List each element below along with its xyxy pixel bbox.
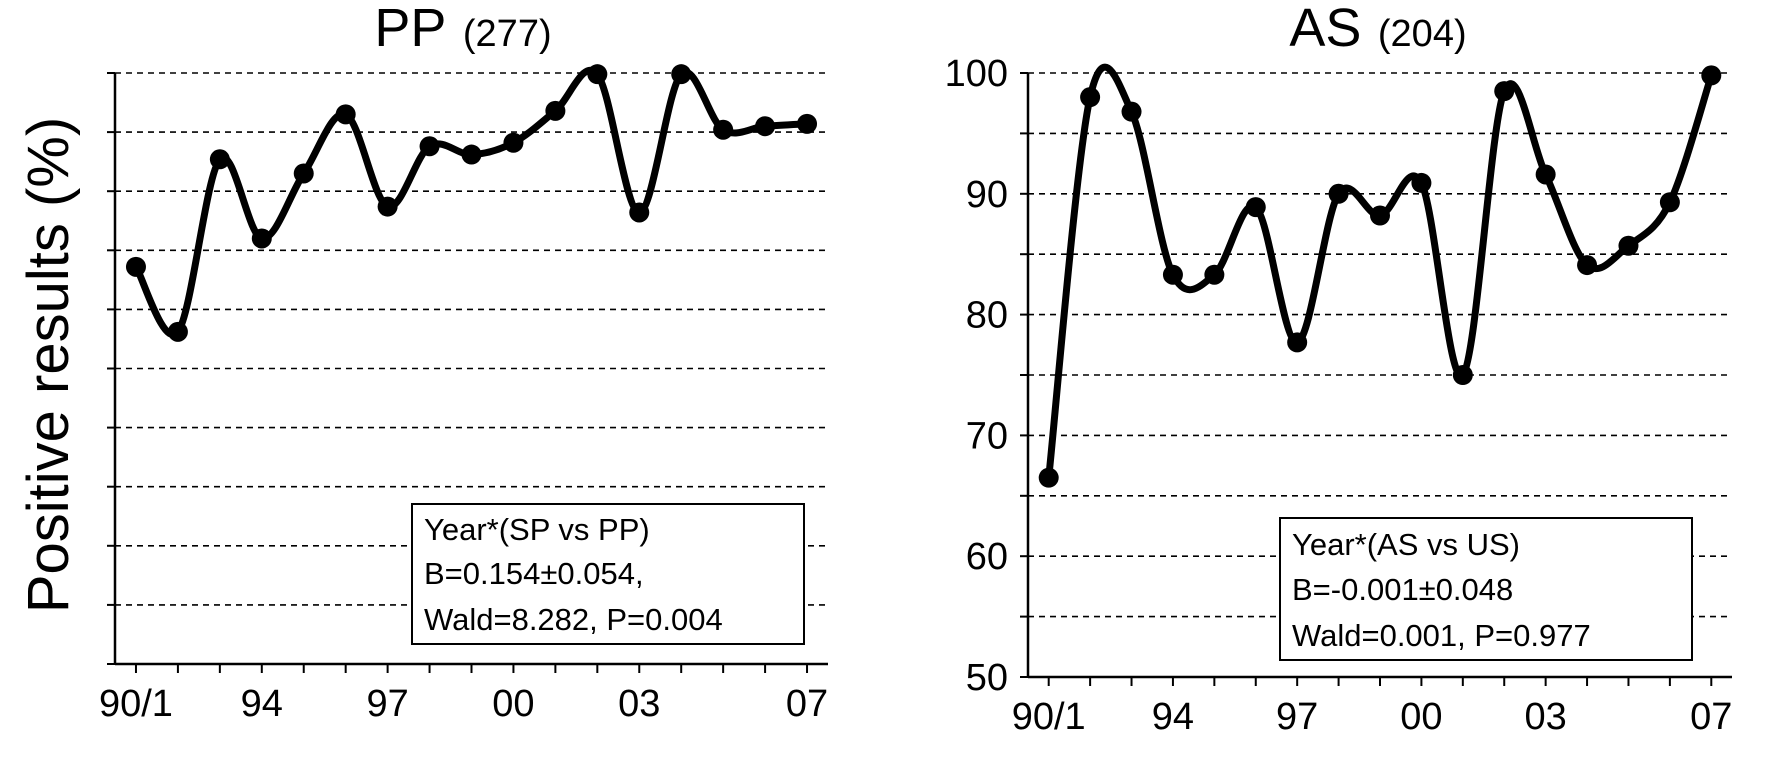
x-tick-label: 94 (1152, 696, 1194, 738)
data-point (1245, 197, 1266, 218)
data-point (1659, 192, 1680, 213)
data-point (1080, 87, 1101, 108)
y-tick-label: 100 (945, 53, 1008, 95)
data-point (1701, 65, 1722, 86)
stats-box: Year*(SP vs PP) B=0.154±0.054, Wald=8.28… (411, 503, 805, 645)
data-point (419, 136, 440, 157)
data-point (1328, 183, 1349, 204)
chart-title-as: AS (204) (1289, 0, 1466, 58)
data-point (1038, 467, 1059, 488)
y-tick-label: 90 (966, 174, 1008, 216)
chart-title-count: (277) (463, 13, 552, 55)
data-point (167, 321, 188, 342)
data-point (335, 104, 356, 125)
data-point (461, 144, 482, 165)
x-tick-label: 07 (1690, 696, 1732, 738)
x-tick-label: 90/1 (1012, 696, 1086, 738)
chart-title-main: AS (1289, 0, 1361, 58)
series-line (1045, 63, 1715, 482)
chart-title-main: PP (374, 0, 446, 58)
y-tick-label: 60 (966, 536, 1008, 578)
stats-box-frame (411, 503, 805, 645)
data-point (1577, 255, 1598, 276)
chart-title-count: (204) (1378, 13, 1467, 55)
data-point (797, 113, 818, 134)
x-tick-label: 03 (618, 683, 660, 725)
tick-labels: 90/1 94 97 00 03 07 (99, 683, 828, 725)
data-point (1618, 235, 1639, 256)
data-point (545, 100, 566, 121)
data-point (1121, 101, 1142, 122)
data-point (713, 119, 734, 140)
y-axis-label: Positive results (%) (16, 117, 81, 613)
axes (1020, 72, 1732, 686)
stats-line-1: Year*(SP vs PP) (424, 512, 650, 547)
data-point (293, 163, 314, 184)
data-point (377, 196, 398, 217)
x-tick-label: 90/1 (99, 683, 173, 725)
x-tick-label: 00 (492, 683, 534, 725)
data-point (1370, 205, 1390, 226)
stats-line-3: Wald=8.282, P=0.004 (424, 602, 723, 637)
data-point (1411, 172, 1432, 193)
axes (107, 72, 828, 673)
series-line (132, 66, 811, 339)
stats-box: Year*(AS vs US) B=-0.001±0.048 Wald=0.00… (1279, 517, 1693, 661)
x-tick-label: 97 (366, 683, 408, 725)
y-tick-label: 70 (966, 415, 1008, 457)
data-point (1494, 81, 1515, 102)
data-point (587, 64, 608, 85)
x-tick-label: 00 (1400, 696, 1442, 738)
stats-box-frame (1279, 517, 1693, 661)
stats-line-2: B=0.154±0.054, (424, 556, 644, 591)
x-tick-label: 07 (786, 683, 828, 725)
data-point (503, 132, 524, 153)
data-point (755, 116, 776, 137)
data-point (671, 64, 692, 85)
stats-line-1: Year*(AS vs US) (1292, 527, 1520, 562)
data-point (1287, 332, 1308, 353)
data-point (1452, 365, 1473, 385)
stats-line-3: Wald=0.001, P=0.977 (1292, 618, 1591, 653)
x-tick-label: 03 (1525, 696, 1567, 738)
x-tick-label: 94 (241, 683, 283, 725)
y-tick-label: 50 (966, 657, 1008, 699)
y-tick-label: 80 (966, 295, 1008, 337)
data-point (1162, 264, 1183, 285)
chart-title-pp: PP (277) (374, 0, 551, 58)
data-point (629, 202, 650, 223)
chart-as: AS (204) 90/1 94 97 00 03 07 50 60 70 80 90 100 Yea… (945, 0, 1733, 738)
stats-line-2: B=-0.001±0.048 (1292, 572, 1513, 607)
x-tick-label: 97 (1276, 696, 1318, 738)
data-point (125, 256, 146, 277)
data-point (209, 149, 230, 170)
data-point (1204, 264, 1225, 285)
tick-labels: 90/1 94 97 00 03 07 50 60 70 80 90 100 (945, 53, 1733, 738)
plot-area (1038, 63, 1722, 488)
data-point (251, 228, 272, 249)
data-point (1535, 164, 1556, 185)
plot-area (125, 64, 818, 342)
chart-pp: PP (277) 90/1 94 97 00 03 07 Year*(SP vs PP) … (99, 0, 828, 725)
